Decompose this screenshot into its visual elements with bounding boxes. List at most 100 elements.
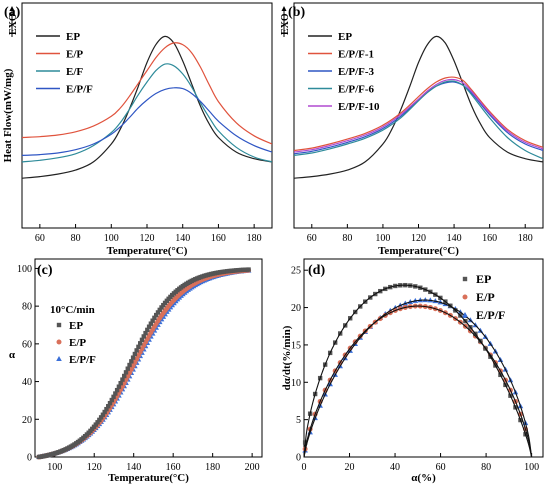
legend-marker bbox=[56, 339, 62, 345]
panel-label: (a) bbox=[4, 5, 21, 20]
series-line bbox=[294, 35, 543, 179]
data-point bbox=[104, 406, 109, 412]
x-tick-label: 180 bbox=[205, 462, 220, 473]
legend-label: E/P bbox=[69, 337, 86, 349]
legend-title: 10°C/min bbox=[50, 304, 95, 316]
data-point bbox=[134, 348, 139, 353]
data-point bbox=[130, 355, 136, 360]
x-tick-label: 100 bbox=[104, 233, 119, 244]
fit-line bbox=[303, 284, 533, 458]
legend-label: E/P/F-3 bbox=[338, 66, 375, 78]
data-point bbox=[145, 327, 150, 333]
data-point bbox=[113, 391, 118, 396]
x-tick-label: 200 bbox=[245, 462, 260, 473]
data-point bbox=[106, 404, 111, 409]
exo-label: EXO bbox=[8, 13, 19, 35]
data-point bbox=[129, 359, 134, 364]
x-tick-label: 140 bbox=[175, 233, 190, 244]
data-point bbox=[159, 305, 164, 310]
legend-label: E/F bbox=[66, 66, 83, 78]
y-tick-label: 20 bbox=[291, 303, 301, 314]
y-tick-label: 20 bbox=[22, 415, 32, 426]
y-tick-label: 60 bbox=[22, 339, 32, 350]
legend-marker bbox=[462, 312, 468, 317]
series-line bbox=[22, 42, 272, 145]
exo-label: EXO bbox=[280, 13, 291, 35]
x-tick-label: 120 bbox=[87, 462, 102, 473]
data-point bbox=[125, 366, 130, 371]
y-tick-label: 0 bbox=[296, 453, 301, 464]
legend-label: E/P/F bbox=[66, 84, 93, 96]
series-line bbox=[294, 78, 543, 153]
x-tick-label: 60 bbox=[307, 233, 317, 244]
legend-label: E/P/F bbox=[476, 308, 505, 322]
data-point bbox=[161, 302, 166, 308]
data-point bbox=[93, 422, 98, 427]
x-tick-label: 180 bbox=[247, 233, 262, 244]
series-line bbox=[294, 76, 543, 152]
legend-label: E/P/F bbox=[69, 354, 96, 366]
data-point bbox=[111, 394, 116, 400]
legend-marker bbox=[462, 294, 468, 300]
data-point bbox=[123, 370, 129, 375]
x-tick-label: 0 bbox=[302, 462, 307, 473]
fit-line bbox=[303, 305, 533, 458]
x-axis-title: Temperature(°C) bbox=[378, 245, 459, 257]
x-tick-label: 140 bbox=[447, 233, 462, 244]
x-tick-label: 100 bbox=[47, 462, 62, 473]
data-point bbox=[148, 321, 154, 326]
x-tick-label: 60 bbox=[35, 233, 45, 244]
x-tick-label: 60 bbox=[436, 462, 446, 473]
x-tick-label: 160 bbox=[211, 233, 226, 244]
x-tick-label: 100 bbox=[375, 233, 390, 244]
x-tick-label: 80 bbox=[71, 233, 81, 244]
y-axis-title: α bbox=[9, 349, 16, 361]
exo-arrow-head bbox=[9, 6, 15, 11]
legend-label: E/P/F-1 bbox=[338, 49, 374, 61]
x-tick-label: 40 bbox=[390, 462, 400, 473]
x-axis-title: Temperature(°C) bbox=[107, 245, 188, 257]
x-tick-label: 80 bbox=[342, 233, 352, 244]
plot-frame bbox=[21, 2, 273, 229]
data-point bbox=[114, 387, 120, 393]
data-point bbox=[157, 307, 162, 313]
y-tick-label: 40 bbox=[22, 377, 32, 388]
x-tick-label: 140 bbox=[126, 462, 141, 473]
data-point bbox=[136, 344, 141, 350]
data-point bbox=[132, 351, 138, 357]
panel-a: 60 80 100 120 140 160 180 EXO Temperature(°C) Hea… bbox=[2, 2, 273, 257]
data-point bbox=[122, 373, 127, 379]
legend-label: EP bbox=[66, 31, 80, 43]
data-point bbox=[152, 315, 157, 321]
data-point bbox=[95, 420, 100, 425]
exo-arrow-head bbox=[281, 6, 287, 11]
y-axis-title: Heat Flow(mW/mg) bbox=[2, 68, 14, 162]
series-line bbox=[294, 80, 543, 160]
data-point bbox=[116, 384, 122, 389]
x-tick-label: 80 bbox=[481, 462, 491, 473]
x-tick-label: 20 bbox=[345, 462, 355, 473]
data-point bbox=[138, 341, 143, 346]
data-point bbox=[143, 330, 148, 336]
y-tick-label: 80 bbox=[22, 302, 32, 313]
legend-marker bbox=[56, 322, 62, 328]
data-point bbox=[118, 380, 123, 386]
data-point bbox=[109, 397, 114, 403]
data-point bbox=[141, 334, 146, 339]
x-axis-title: α(%) bbox=[411, 472, 436, 484]
fit-line bbox=[303, 299, 533, 458]
series-line bbox=[22, 63, 272, 163]
panel-label: (c) bbox=[37, 263, 53, 278]
plot-frame bbox=[303, 258, 544, 458]
legend-label: E/P bbox=[66, 49, 83, 61]
plot-frame bbox=[293, 2, 544, 229]
x-tick-label: 160 bbox=[166, 462, 181, 473]
x-tick-label: 160 bbox=[482, 233, 497, 244]
y-tick-label: 15 bbox=[291, 340, 301, 351]
legend-label: E/P/F-6 bbox=[338, 84, 375, 96]
panel-label: (b) bbox=[288, 5, 305, 20]
x-tick-label: 100 bbox=[524, 462, 539, 473]
legend-label: EP bbox=[338, 31, 352, 43]
data-point bbox=[97, 417, 102, 423]
